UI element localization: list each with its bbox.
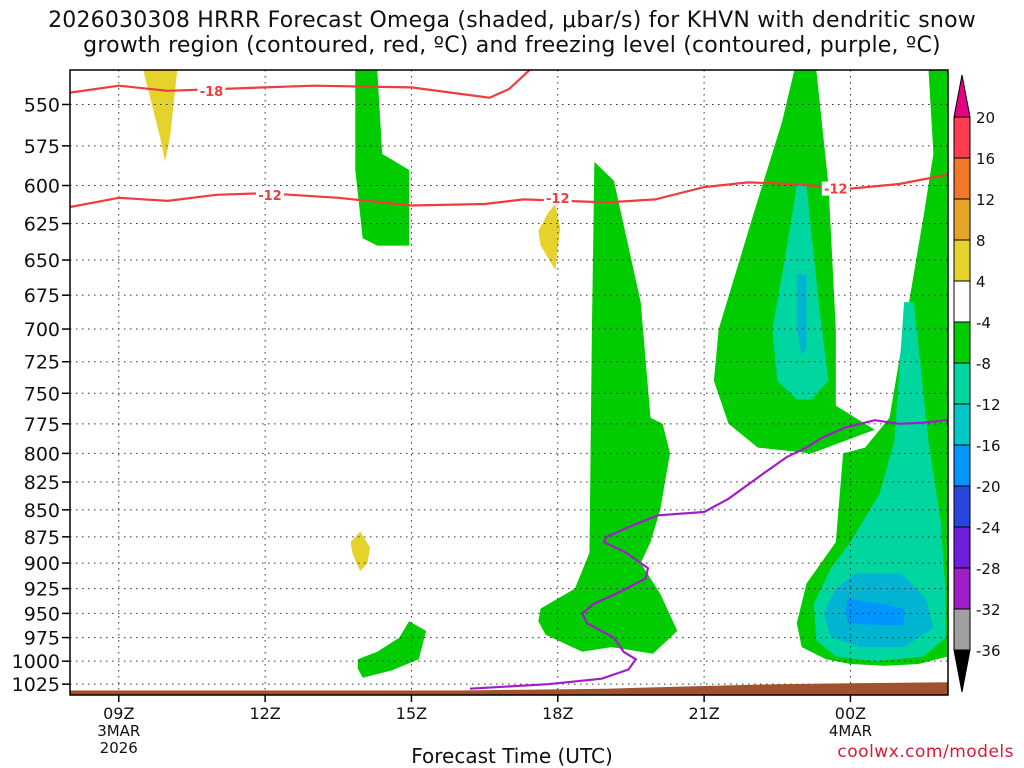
colorbar-segment	[953, 485, 971, 528]
omega-region-cyan	[796, 274, 807, 356]
omega-region-yellow	[350, 531, 370, 572]
y-tick-label: 875	[24, 527, 60, 549]
dsg-contour-label: -12	[824, 183, 848, 198]
y-tick-label: 600	[24, 176, 60, 198]
colorbar-label: -36	[976, 642, 1001, 660]
y-tick-label: 725	[24, 352, 60, 374]
freezing-level-line	[469, 419, 948, 690]
colorbar-label: -8	[976, 355, 991, 373]
chart-title-line-1: 2026030308 HRRR Forecast Omega (shaded, …	[48, 8, 976, 33]
y-tick-label: 925	[24, 579, 60, 601]
dsg-contour-label: -12	[546, 192, 570, 207]
omega-region-green	[538, 161, 678, 654]
omega-region-yellow	[143, 70, 178, 162]
colorbar-label: -4	[976, 314, 991, 332]
colorbar-label: -12	[976, 396, 1001, 414]
colorbar-segment	[953, 403, 971, 446]
grid	[70, 70, 948, 695]
y-tick-label: 625	[24, 214, 60, 236]
y-tick-label: 775	[24, 414, 60, 436]
y-tick-label: 900	[24, 553, 60, 575]
site-credit: coolwx.com/models	[837, 742, 1014, 762]
y-tick-label: 1025	[12, 674, 60, 696]
colorbar-label: -20	[976, 478, 1001, 496]
colorbar-segment	[953, 116, 971, 159]
colorbar: 20 16 12 8 4 -4 -8 -12 -16 -20 -24 -28 -32 -36	[953, 74, 1001, 693]
colorbar-segment	[953, 157, 971, 200]
plot-frame	[69, 69, 949, 696]
colorbar-label: -24	[976, 519, 1001, 537]
y-tick-label: 675	[24, 285, 60, 307]
y-tick-label: 975	[24, 628, 60, 650]
plot-area: -18 -12 -12 -12	[70, 70, 948, 695]
colorbar-label: 4	[976, 273, 986, 291]
colorbar-segment	[953, 198, 971, 241]
dsg-contour-label: -18	[200, 85, 224, 100]
dsg-contour-label: -12	[258, 189, 282, 204]
x-tick-label: 15Z	[396, 704, 427, 723]
colorbar-segment	[953, 362, 971, 405]
y-tick-label: 850	[24, 500, 60, 522]
colorbar-bottom-arrow	[953, 649, 971, 693]
omega-region-blue	[845, 598, 905, 626]
y-tick-label: 650	[24, 250, 60, 272]
y-tick-label: 550	[24, 94, 60, 116]
colorbar-label: -32	[976, 601, 1001, 619]
colorbar-segment	[953, 321, 971, 364]
dsg-contour-line	[70, 173, 948, 209]
y-tick-label: 700	[24, 319, 60, 341]
chart-title-line-2: growth region (contoured, red, ºC) and f…	[83, 33, 941, 58]
dsg-contour-label-bg	[543, 190, 572, 205]
colorbar-label: -28	[976, 560, 1001, 578]
colorbar-top-arrow	[953, 74, 971, 118]
colorbar-segment	[953, 444, 971, 487]
y-tick-label: 750	[24, 383, 60, 405]
x-tick-label: 3MAR	[97, 722, 140, 740]
colorbar-segment	[953, 567, 971, 610]
y-tick-label: 1000	[12, 651, 60, 673]
ground-terrain	[70, 682, 948, 695]
x-tick-label: 00Z	[835, 704, 866, 723]
omega-region-yellow	[538, 204, 561, 270]
y-tick-label: 825	[24, 472, 60, 494]
dsg-contour-line	[70, 70, 532, 99]
y-tick-label: 950	[24, 603, 60, 625]
x-tick-label: 2026	[100, 739, 138, 757]
y-tick-label: 575	[24, 136, 60, 158]
x-tick-label: 4MAR	[829, 722, 872, 740]
colorbar-segment	[953, 526, 971, 569]
x-axis-label: Forecast Time (UTC)	[411, 744, 613, 768]
dsg-contour-label-bg	[255, 187, 284, 202]
colorbar-label: 16	[976, 150, 995, 168]
x-tick-label: 18Z	[542, 704, 573, 723]
y-tick-label: 800	[24, 443, 60, 465]
colorbar-label: 20	[976, 109, 995, 127]
x-tick-label: 21Z	[688, 704, 719, 723]
colorbar-label: -16	[976, 437, 1001, 455]
x-tick-label: 09Z	[103, 704, 134, 723]
colorbar-label: 12	[976, 191, 995, 209]
omega-region-teal	[813, 302, 946, 662]
x-tick-label: 12Z	[249, 704, 280, 723]
omega-region-green	[357, 621, 427, 678]
dsg-contour-label-bg	[197, 83, 226, 98]
colorbar-segment	[953, 608, 971, 651]
colorbar-segment	[953, 280, 971, 323]
colorbar-label: 8	[976, 232, 986, 250]
colorbar-segment	[953, 239, 971, 282]
dsg-contour-label-bg	[821, 181, 850, 196]
